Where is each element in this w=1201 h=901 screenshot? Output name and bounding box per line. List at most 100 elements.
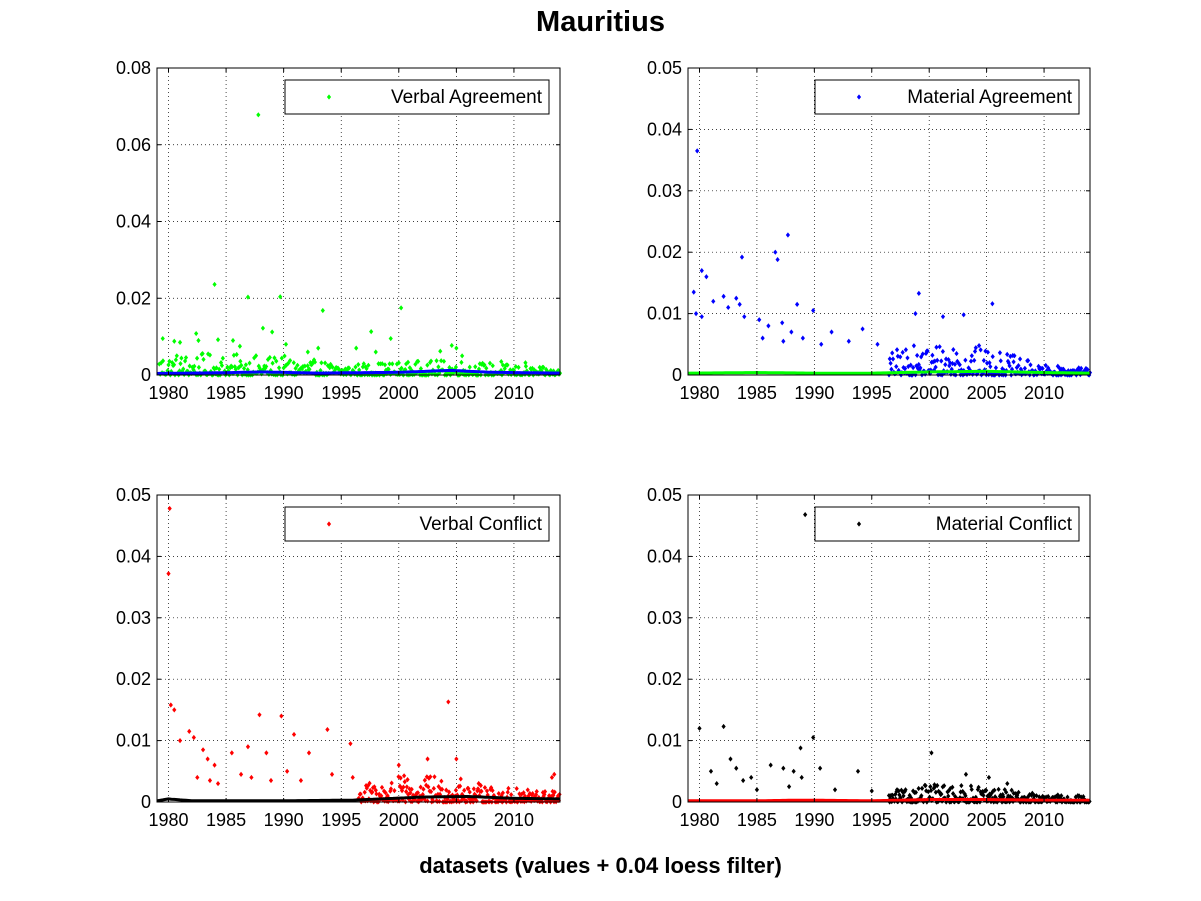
data-point: [919, 785, 925, 792]
axes-box: [687, 67, 1091, 376]
data-point: [447, 364, 452, 371]
data-point: [466, 795, 472, 802]
data-point: [323, 360, 328, 366]
data-point: [918, 365, 923, 371]
data-point: [920, 351, 925, 357]
data-point: [898, 354, 903, 360]
data-point: [1043, 362, 1048, 369]
data-point: [550, 788, 555, 795]
data-point: [502, 366, 507, 372]
data-point: [484, 365, 489, 371]
data-point: [160, 358, 166, 364]
data-point: [950, 360, 955, 367]
data-point: [466, 785, 471, 792]
data-point: [220, 355, 225, 361]
data-point: [270, 329, 275, 335]
data-point: [383, 790, 388, 796]
data-point: [999, 794, 1004, 801]
data-point: [474, 798, 479, 804]
data-point: [467, 364, 472, 370]
data-point: [473, 364, 478, 370]
data-point: [902, 365, 908, 372]
data-point: [544, 366, 549, 373]
data-point: [452, 797, 457, 803]
data-point: [425, 362, 430, 368]
data-point: [957, 362, 962, 368]
data-point: [387, 361, 392, 367]
data-point: [421, 370, 426, 376]
data-point: [288, 357, 293, 364]
data-point: [775, 256, 780, 263]
data-point: [439, 778, 444, 784]
data-point: [194, 355, 200, 361]
data-point: [846, 338, 851, 344]
data-point: [420, 791, 425, 798]
data-point: [362, 789, 367, 795]
data-point: [939, 358, 944, 364]
data-point: [257, 712, 262, 718]
chart-panel-1: 1980 1985 1990 1995 2000 2005 2010 0 0.02 0.04 0.0…: [116, 58, 563, 403]
data-point: [1034, 793, 1039, 799]
figure-title: Mauritius: [536, 6, 665, 38]
data-point: [396, 762, 401, 768]
data-point: [167, 358, 172, 364]
data-point: [229, 364, 235, 370]
data-point: [318, 367, 323, 374]
data-point: [498, 367, 504, 374]
data-point: [405, 359, 411, 365]
data-point: [967, 371, 972, 377]
data-point: [948, 371, 954, 377]
data-point: [453, 364, 459, 370]
data-point: [460, 371, 465, 377]
data-point: [190, 364, 195, 370]
data-point: [424, 782, 429, 788]
data-point: [832, 787, 838, 793]
data-point: [961, 312, 966, 318]
y-tick-label: 0: [141, 365, 151, 385]
data-point: [795, 301, 800, 307]
data-point: [923, 783, 928, 789]
data-point: [413, 361, 418, 367]
data-point: [185, 368, 190, 374]
data-point: [542, 788, 548, 795]
data-point: [894, 347, 900, 353]
data-point: [446, 699, 451, 705]
data-point: [542, 791, 547, 798]
data-point: [268, 777, 274, 784]
data-point: [241, 365, 247, 372]
data-point: [214, 365, 219, 371]
data-point: [911, 788, 916, 794]
data-point: [1022, 365, 1027, 371]
data-point: [924, 788, 929, 794]
data-point: [1061, 366, 1066, 372]
data-point: [928, 787, 934, 794]
data-point: [933, 364, 938, 370]
data-point: [523, 360, 528, 366]
x-tick-label: 1995: [321, 810, 361, 830]
data-point: [312, 359, 318, 365]
data-point: [253, 353, 259, 359]
data-point: [457, 783, 463, 789]
data-point: [811, 307, 816, 314]
data-point: [179, 355, 184, 361]
data-point: [231, 352, 237, 358]
data-point: [438, 348, 443, 354]
data-point: [409, 786, 414, 792]
y-tick-label: 0.04: [647, 546, 682, 566]
data-point: [297, 367, 302, 373]
data-point: [403, 366, 408, 373]
data-point: [200, 351, 205, 357]
data-point: [905, 355, 910, 361]
data-point: [485, 792, 490, 798]
data-point: [462, 787, 467, 793]
x-tick-label: 2000: [909, 383, 949, 403]
data-point: [201, 356, 206, 363]
data-point: [714, 780, 719, 787]
data-point: [268, 367, 273, 374]
data-point: [401, 773, 407, 779]
data-point: [803, 512, 808, 518]
data-point: [441, 358, 447, 364]
data-point: [1001, 794, 1006, 800]
data-point: [981, 792, 986, 798]
data-point: [1007, 363, 1012, 369]
